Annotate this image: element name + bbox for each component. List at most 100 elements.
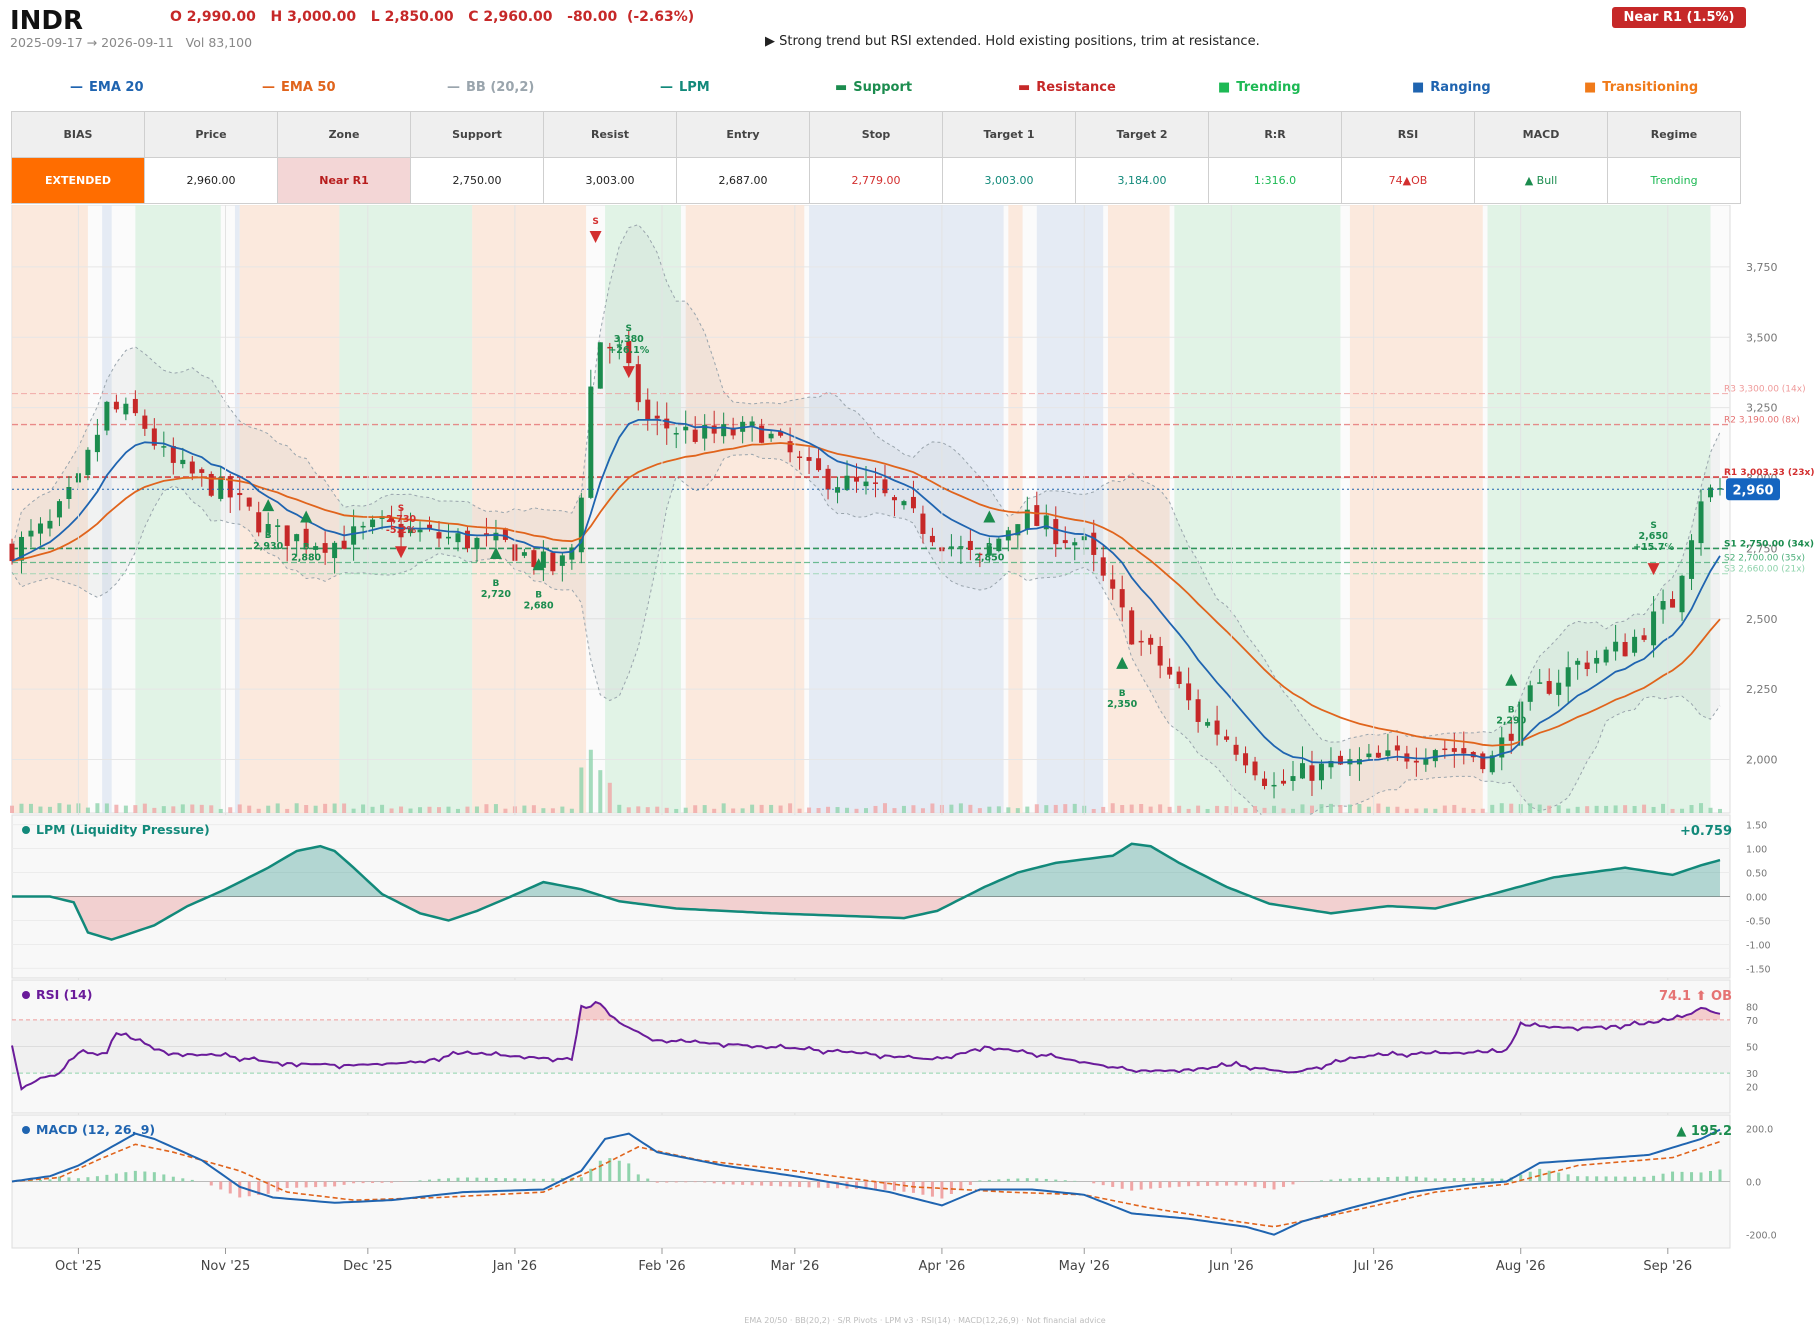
candle-body bbox=[1584, 662, 1590, 670]
candle bbox=[1195, 689, 1201, 733]
candle bbox=[1091, 519, 1097, 572]
volume-bar bbox=[607, 782, 612, 813]
ema50-line bbox=[11, 442, 1721, 747]
volume-bar bbox=[199, 804, 204, 813]
macd-histogram-bar bbox=[1367, 1177, 1371, 1182]
macd-histogram-bar bbox=[589, 1168, 593, 1182]
regime-band-ranging bbox=[234, 205, 240, 813]
volume-bar bbox=[1689, 804, 1694, 813]
signal-table-value-row: EXTENDED 2,960.00 Near R1 2,750.00 3,003.00 2… bbox=[11, 157, 1741, 204]
volume-bar bbox=[1148, 806, 1153, 813]
volume-bar bbox=[1120, 805, 1125, 813]
candle-body bbox=[294, 534, 300, 542]
candle-body bbox=[28, 530, 34, 537]
volume-bar bbox=[1661, 803, 1666, 813]
macd-histogram-bar bbox=[390, 1181, 394, 1183]
x-tick-label: Feb '26 bbox=[638, 1259, 685, 1274]
candle bbox=[1603, 646, 1609, 666]
volume-bar bbox=[389, 808, 394, 813]
macd-histogram-bar bbox=[219, 1181, 223, 1190]
candle bbox=[1432, 748, 1438, 768]
candle bbox=[597, 342, 603, 389]
candle bbox=[1015, 524, 1021, 550]
candle bbox=[294, 533, 300, 557]
volume-bar bbox=[626, 807, 631, 813]
candle-body bbox=[1233, 744, 1239, 755]
header-rsi: RSI bbox=[1341, 111, 1475, 158]
candle-body bbox=[559, 555, 565, 566]
volume-bar bbox=[1594, 805, 1599, 813]
candle-body bbox=[607, 346, 613, 349]
candle bbox=[275, 518, 281, 543]
candle-body bbox=[1271, 784, 1277, 787]
volume-bar bbox=[304, 804, 309, 813]
volume-bar bbox=[683, 807, 688, 813]
macd-histogram-bar bbox=[152, 1172, 156, 1182]
macd-histogram-bar bbox=[902, 1181, 906, 1192]
macd-histogram-bar bbox=[380, 1181, 384, 1183]
volume-bar bbox=[152, 807, 157, 813]
candle-body bbox=[806, 457, 812, 461]
candle-body bbox=[1110, 579, 1116, 589]
candle-body bbox=[1072, 542, 1078, 546]
candle bbox=[94, 418, 100, 462]
volume-bar bbox=[1404, 808, 1409, 813]
lpm-line bbox=[12, 842, 1721, 941]
ohlc-summary: O 2,990.00 H 3,000.00 L 2,850.00 C 2,960… bbox=[170, 9, 695, 25]
volume-bar bbox=[1376, 803, 1381, 813]
candle bbox=[616, 336, 622, 360]
macd-histogram-bar bbox=[1471, 1177, 1475, 1182]
buy-signal: B2,290 bbox=[1496, 673, 1527, 727]
candle-body bbox=[550, 552, 556, 572]
candle bbox=[948, 534, 954, 557]
candle bbox=[483, 517, 489, 547]
lpm-tick-label: 0.50 bbox=[1746, 869, 1767, 880]
volume-bar bbox=[133, 805, 138, 813]
candle bbox=[265, 512, 271, 537]
macd-title-dot-icon bbox=[22, 1126, 30, 1134]
regime-band-ranging bbox=[1036, 205, 1104, 813]
header-regime: Regime bbox=[1607, 111, 1741, 158]
candle bbox=[559, 552, 565, 582]
macd-histogram-bar bbox=[190, 1179, 194, 1182]
candle-body bbox=[1613, 641, 1619, 652]
legend-swatch: ▬ bbox=[1018, 80, 1031, 95]
candle bbox=[313, 542, 319, 560]
candle-body bbox=[1366, 753, 1372, 758]
legend-item-ranging: ■ Ranging bbox=[1412, 80, 1491, 95]
macd-histogram-bar bbox=[456, 1177, 460, 1182]
candle bbox=[322, 531, 328, 565]
macd-histogram-bar bbox=[133, 1170, 137, 1182]
volume-bar bbox=[930, 803, 935, 813]
volume-bar bbox=[655, 806, 660, 813]
x-tick-label: May '26 bbox=[1059, 1259, 1110, 1274]
macd-histogram-bar bbox=[978, 1180, 982, 1182]
macd-histogram-bar bbox=[181, 1178, 185, 1182]
volume-bar bbox=[674, 808, 679, 813]
volume-bar bbox=[351, 808, 356, 813]
signal-price: 2,680 bbox=[524, 600, 554, 611]
volume-bar bbox=[1186, 808, 1191, 813]
candle-body bbox=[322, 543, 328, 553]
macd-histogram-bar bbox=[959, 1181, 963, 1190]
signal-price: 2,730 bbox=[386, 514, 416, 525]
header-support: Support bbox=[410, 111, 544, 158]
macd-histogram-bar bbox=[1234, 1181, 1238, 1186]
x-tick-label: Mar '26 bbox=[770, 1259, 819, 1274]
macd-histogram-bar bbox=[608, 1158, 612, 1182]
macd-histogram-bar bbox=[703, 1181, 707, 1183]
candle-body bbox=[1527, 685, 1533, 702]
volume-bar bbox=[1651, 806, 1656, 813]
macd-tick-label: -200.0 bbox=[1746, 1231, 1777, 1242]
candle bbox=[1622, 633, 1628, 657]
volume-bar bbox=[541, 808, 546, 813]
macd-histogram-bar bbox=[883, 1181, 887, 1190]
candle-body bbox=[313, 546, 319, 550]
candle bbox=[1613, 624, 1619, 661]
macd-histogram-bar bbox=[627, 1163, 631, 1182]
candle-body bbox=[929, 535, 935, 543]
macd-histogram-bar bbox=[494, 1177, 498, 1182]
candle bbox=[1461, 731, 1467, 765]
rsi-title-dot-icon bbox=[22, 991, 30, 999]
candle bbox=[1679, 574, 1685, 621]
